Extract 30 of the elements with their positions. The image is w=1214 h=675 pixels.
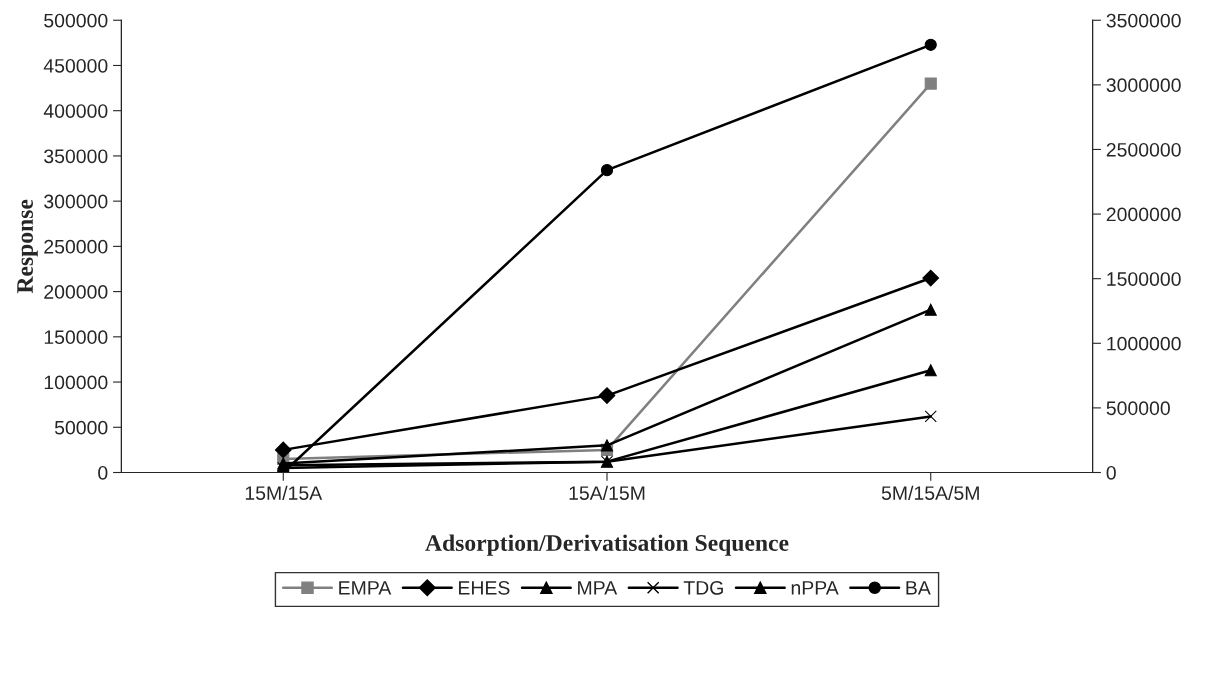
x-axis-title: Adsorption/Derivatisation Sequence [425, 534, 789, 556]
y2-tick-label: 2000000 [1106, 207, 1181, 222]
y2-tick-label: 1000000 [1107, 336, 1181, 351]
y2-tick-label: 500000 [1106, 401, 1170, 416]
legend-label: EMPA [339, 581, 392, 595]
y2-tick-label: 3500000 [1106, 13, 1181, 28]
legend-label: MPA [578, 581, 618, 595]
y-tick-label: 500000 [44, 13, 108, 28]
y2-tick-label: 1500000 [1107, 272, 1181, 286]
x-tick-label: 15M/15A [245, 485, 323, 500]
legend-label: TDG [683, 580, 723, 595]
y-tick-label: 400000 [43, 104, 108, 118]
legend-label: nPPA [791, 581, 839, 595]
y2-tick-label: 0 [1106, 465, 1116, 480]
x-tick-label: 5M/15A/5M [881, 485, 979, 500]
y-tick-label: 300000 [44, 194, 108, 209]
y-tick-label: 100000 [44, 375, 108, 390]
y-tick-label: 250000 [44, 239, 108, 254]
y-axis-title: Response [17, 199, 38, 294]
y2-tick-label: 2500000 [1106, 142, 1181, 157]
y-tick-label: 150000 [44, 330, 108, 345]
x-tick-label: 15A/15M [569, 485, 645, 500]
y-tick-label: 350000 [44, 149, 108, 164]
legend-label: EHES [459, 580, 510, 595]
y2-tick-label: 3000000 [1106, 78, 1181, 93]
y-tick-label: 450000 [43, 58, 108, 73]
y-tick-label: 50000 [54, 420, 108, 435]
y-tick-label: 0 [98, 465, 108, 480]
y-tick-label: 200000 [44, 285, 108, 299]
legend-label: BA [906, 581, 931, 595]
